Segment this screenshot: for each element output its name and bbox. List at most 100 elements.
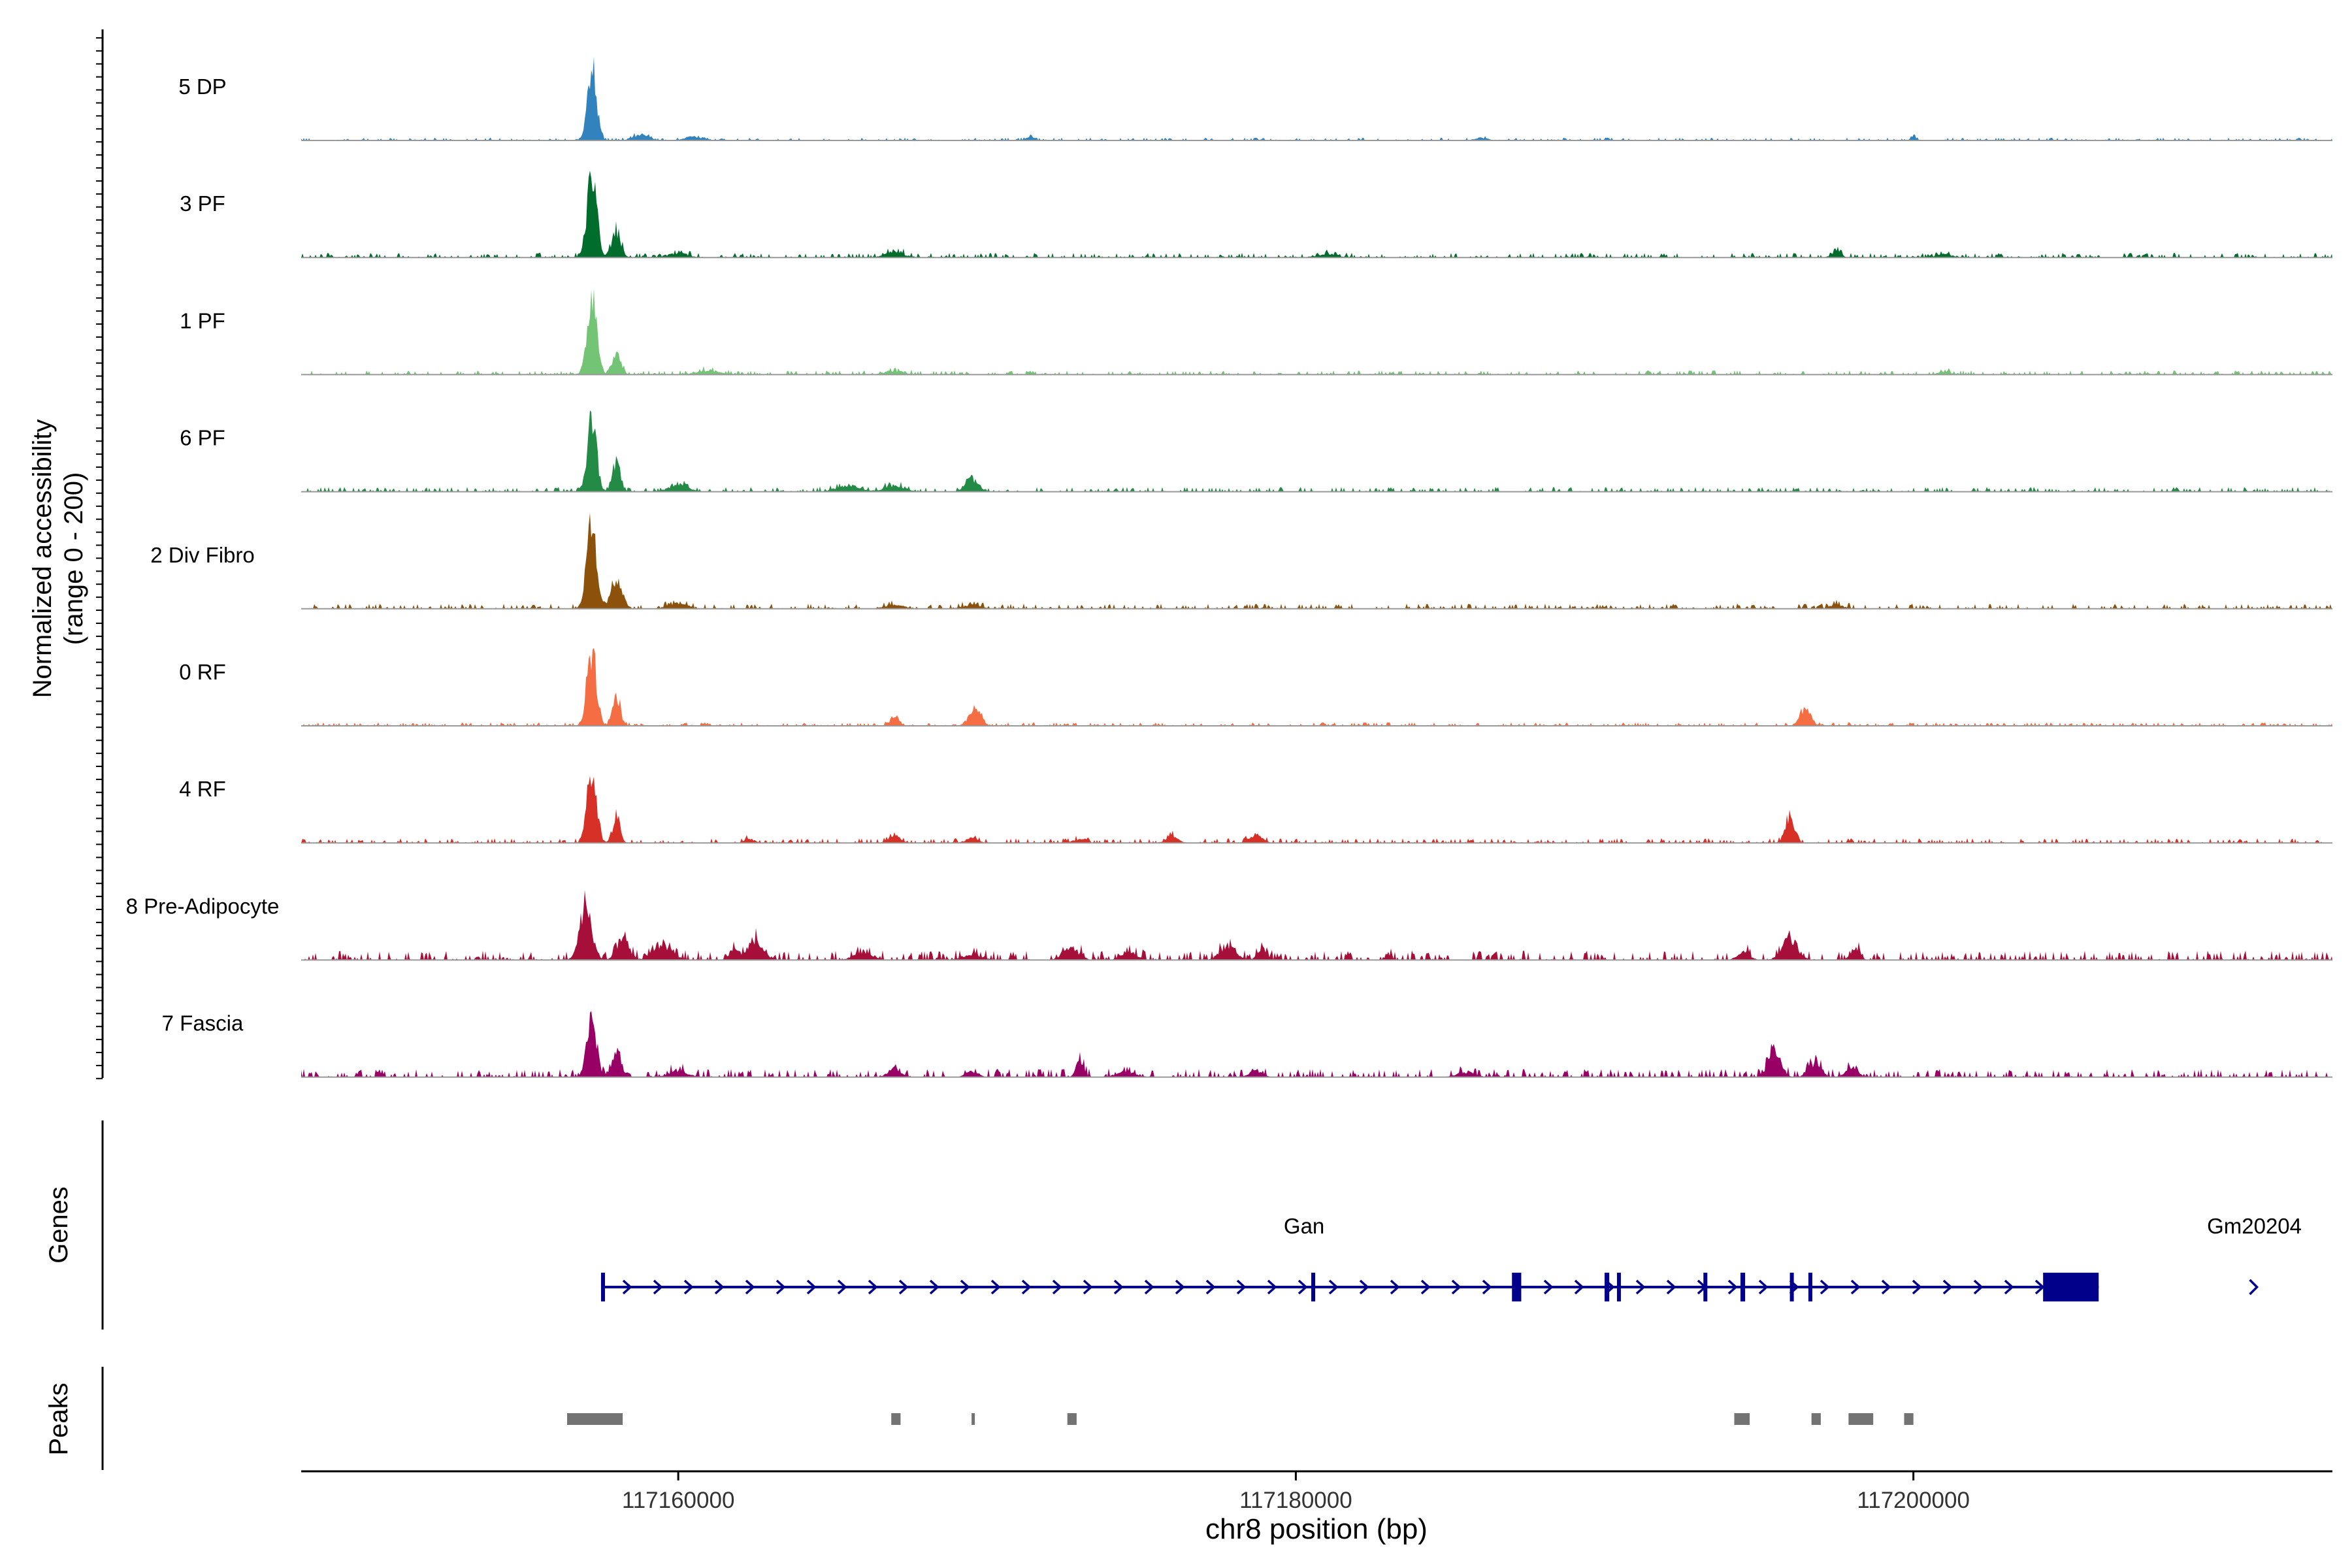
gene-exon	[600, 1273, 605, 1301]
track-label: 2 Div Fibro	[150, 543, 255, 567]
strand-chevron	[1850, 1279, 1861, 1295]
strand-chevron	[1390, 1279, 1400, 1295]
strand-chevron	[683, 1279, 694, 1295]
peaks-label: Peaks	[44, 1382, 73, 1455]
gene-exon	[2043, 1273, 2099, 1301]
x-tick-label: 117180000	[1239, 1488, 1352, 1513]
gene-models: Gan Gm20204	[600, 1214, 2302, 1301]
track-2: 1 PF	[180, 288, 2332, 376]
strand-chevron	[1420, 1279, 1431, 1295]
genes-label: Genes	[44, 1186, 73, 1264]
strand-chevron	[1083, 1279, 1093, 1295]
coverage-ylabel: Normalized accessibility	[28, 419, 57, 698]
track-label: 4 RF	[179, 777, 226, 801]
strand-chevron	[2249, 1279, 2259, 1296]
strand-chevron	[1451, 1279, 1462, 1295]
x-tick-label: 117160000	[622, 1488, 735, 1513]
strand-chevron	[1175, 1279, 1185, 1295]
peak-region	[1848, 1413, 1874, 1425]
coverage-area	[301, 56, 2332, 140]
strand-chevron	[2034, 1279, 2045, 1295]
peak-regions	[567, 1413, 1914, 1425]
strand-chevron	[929, 1279, 939, 1295]
coverage-area	[301, 890, 2332, 960]
track-6: 4 RF	[179, 776, 2332, 844]
strand-chevron	[1267, 1279, 1277, 1295]
gene-exon	[1311, 1273, 1316, 1301]
track-label: 3 PF	[180, 191, 225, 216]
strand-chevron	[1482, 1279, 1492, 1295]
track-label: 0 RF	[179, 660, 226, 684]
track-label: 5 DP	[178, 74, 226, 99]
strand-chevron	[776, 1279, 786, 1295]
strand-chevron	[745, 1279, 755, 1295]
coverage-area	[301, 288, 2332, 375]
x-tick-label: 117200000	[1857, 1488, 1970, 1513]
x-axis-ticks: 117160000 117180000 117200000	[622, 1471, 1970, 1513]
gene-exon	[1808, 1273, 1812, 1301]
peak-region	[891, 1413, 901, 1425]
strand-chevron	[1727, 1279, 1738, 1295]
coverage-area	[301, 647, 2332, 726]
track-label: 1 PF	[180, 308, 225, 333]
strand-chevron	[1328, 1279, 1339, 1295]
strand-chevron	[1881, 1279, 1891, 1295]
track-7: 8 Pre-Adipocyte	[126, 890, 2332, 961]
coverage-area	[301, 512, 2332, 609]
x-axis-label: chr8 position (bp)	[1205, 1513, 1428, 1545]
track-label: 6 PF	[180, 426, 225, 450]
coverage-tracks: 5 DP 3 PF 1 PF 6 PF 2 Div Fibro 0 RF 4 RF 8 Pre…	[126, 56, 2332, 1078]
track-8: 7 Fascia	[162, 1011, 2332, 1078]
coverage-axis-ticks	[96, 37, 103, 1079]
gene-exon	[1512, 1273, 1522, 1301]
peak-region	[972, 1413, 975, 1425]
gene-exon	[1789, 1273, 1794, 1301]
peak-region	[1904, 1413, 1914, 1425]
strand-chevron	[1666, 1279, 1676, 1295]
gene-exon	[1605, 1273, 1610, 1301]
strand-chevron	[898, 1279, 909, 1295]
track-4: 2 Div Fibro	[150, 512, 2332, 610]
strand-chevron	[1021, 1279, 1032, 1295]
strand-chevron	[1942, 1279, 1953, 1295]
strand-chevron	[960, 1279, 970, 1295]
gene-Gm20204: Gm20204	[2207, 1214, 2302, 1296]
gene-exon	[1616, 1273, 1621, 1301]
track-0: 5 DP	[178, 56, 2332, 141]
strand-chevron	[1236, 1279, 1247, 1295]
strand-chevron	[1205, 1279, 1216, 1295]
gene-exon	[1703, 1273, 1708, 1301]
strand-chevron	[714, 1279, 725, 1295]
strand-chevron	[806, 1279, 817, 1295]
coverage-area	[301, 171, 2332, 258]
peak-region	[1734, 1413, 1750, 1425]
peak-region	[1067, 1413, 1077, 1425]
coverage-area	[301, 1011, 2332, 1077]
strand-chevron	[1912, 1279, 1922, 1295]
strand-chevron	[868, 1279, 878, 1295]
strand-chevron	[1758, 1279, 1769, 1295]
gene-Gan: Gan	[600, 1214, 2099, 1301]
strand-chevron	[1113, 1279, 1124, 1295]
strand-chevron	[990, 1279, 1001, 1295]
strand-chevron	[1052, 1279, 1062, 1295]
strand-chevron	[1635, 1279, 1646, 1295]
track-label: 8 Pre-Adipocyte	[126, 894, 280, 918]
gene-label: Gm20204	[2207, 1214, 2302, 1238]
strand-chevron	[622, 1279, 632, 1295]
strand-chevron	[1543, 1279, 1554, 1295]
strand-chevron	[837, 1279, 847, 1295]
strand-chevron	[1298, 1279, 1308, 1295]
gene-label: Gan	[1284, 1214, 1324, 1238]
strand-chevron	[1820, 1279, 1830, 1295]
strand-chevron	[1144, 1279, 1154, 1295]
track-5: 0 RF	[179, 647, 2332, 727]
strand-chevron	[1574, 1279, 1584, 1295]
track-1: 3 PF	[180, 171, 2332, 259]
peak-region	[567, 1413, 623, 1425]
coverage-ylabel-range: (range 0 - 200)	[59, 472, 88, 645]
strand-chevron	[653, 1279, 663, 1295]
gene-exon	[1740, 1273, 1746, 1301]
track-3: 6 PF	[180, 410, 2332, 493]
